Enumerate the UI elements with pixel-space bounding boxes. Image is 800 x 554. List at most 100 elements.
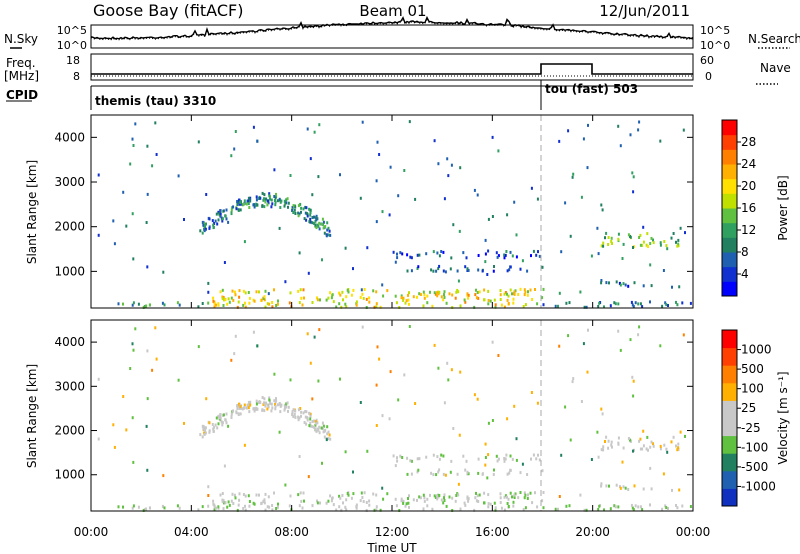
velocity-cell	[366, 449, 369, 453]
power-cell	[408, 120, 411, 124]
power-cell	[274, 199, 276, 202]
power-cell	[314, 216, 317, 220]
velocity-cell	[600, 484, 603, 488]
velocity-cell	[459, 370, 462, 374]
power-cell	[423, 293, 426, 297]
velocity-cell	[230, 412, 233, 416]
velocity-y-ticks: 4000 3000 2000 1000	[54, 335, 693, 482]
velocity-cell	[317, 428, 320, 432]
power-cell	[634, 301, 637, 305]
power-cell	[284, 202, 286, 206]
velocity-cell	[278, 430, 281, 434]
velocity-cell	[132, 348, 135, 352]
power-cell	[487, 249, 490, 253]
power-cell	[263, 197, 265, 201]
power-cell	[230, 212, 233, 216]
power-cell	[289, 174, 292, 177]
velocity-cell	[534, 491, 536, 495]
velocity-cell	[255, 402, 258, 406]
velocity-cell	[503, 508, 506, 512]
velocity-cell	[676, 448, 679, 452]
colorbar-swatch	[722, 134, 737, 150]
power-cell	[637, 128, 640, 132]
power-cell	[449, 267, 452, 271]
velocity-cell	[503, 459, 506, 463]
velocity-cell	[362, 500, 365, 503]
power-cell	[407, 298, 410, 302]
velocity-cell	[244, 504, 246, 508]
power-cell	[265, 197, 268, 201]
velocity-cell	[221, 500, 224, 504]
velocity-cell	[235, 411, 238, 415]
power-cell	[670, 236, 673, 240]
velocity-cell	[438, 494, 441, 497]
power-cell	[432, 250, 435, 254]
power-cell	[335, 305, 338, 309]
power-cell	[617, 232, 620, 236]
colorbar-swatch	[722, 193, 737, 209]
power-cell	[503, 305, 506, 309]
velocity-cell	[511, 495, 513, 499]
power-cell	[639, 302, 642, 306]
power-cell	[467, 296, 470, 300]
velocity-cell	[360, 491, 363, 495]
velocity-cell	[527, 493, 529, 497]
power-cell	[145, 304, 148, 308]
velocity-cell	[321, 461, 323, 465]
velocity-cell	[426, 504, 429, 508]
power-cell	[530, 254, 532, 258]
power-cell	[464, 300, 467, 304]
power-cell	[434, 292, 437, 296]
power-cell	[615, 280, 618, 284]
velocity-cell	[221, 492, 224, 495]
velocity-cell	[347, 493, 350, 497]
power-cell	[197, 305, 200, 309]
power-cell	[221, 217, 224, 221]
power-cell	[308, 207, 311, 211]
y-tick-label: 3000	[54, 379, 85, 393]
power-cell	[300, 206, 303, 210]
power-cell	[283, 204, 286, 208]
power-cell	[515, 233, 518, 237]
velocity-cell	[665, 506, 668, 510]
velocity-cell	[484, 463, 487, 467]
power-cell	[255, 290, 258, 294]
power-cell	[297, 204, 300, 208]
velocity-cell	[307, 475, 310, 479]
power-cell	[433, 139, 436, 143]
power-cell	[580, 195, 583, 199]
power-cell	[131, 212, 134, 216]
power-cell	[361, 120, 364, 124]
velocity-cell	[614, 505, 617, 509]
power-cell	[207, 301, 210, 305]
power-cell	[438, 254, 441, 258]
velocity-cell	[375, 424, 378, 427]
power-cell	[234, 130, 237, 133]
velocity-cell	[513, 496, 516, 499]
power-cell	[322, 226, 325, 230]
power-cell	[151, 164, 154, 168]
power-cell	[459, 304, 462, 308]
velocity-cell	[266, 403, 269, 407]
velocity-cell	[448, 495, 451, 499]
velocity-cell	[417, 468, 420, 472]
velocity-cell	[145, 507, 148, 511]
velocity-cell	[238, 402, 240, 406]
power-cell	[542, 287, 545, 291]
velocity-cell	[610, 443, 613, 447]
velocity-cell	[271, 508, 274, 512]
power-cell	[618, 281, 621, 285]
velocity-cell	[242, 493, 245, 496]
velocity-cell	[117, 505, 120, 509]
power-cell	[507, 302, 510, 305]
power-cell	[201, 231, 204, 235]
velocity-colorbar-frame	[721, 329, 738, 507]
power-cell	[219, 212, 222, 216]
velocity-cell	[600, 482, 603, 486]
velocity-cell	[416, 498, 418, 502]
velocity-cell	[671, 488, 673, 492]
velocity-cell	[207, 485, 210, 489]
power-cell	[526, 269, 529, 273]
x-tick-label: 16:00	[475, 525, 510, 539]
freq-label-2: [MHz]	[4, 69, 39, 83]
